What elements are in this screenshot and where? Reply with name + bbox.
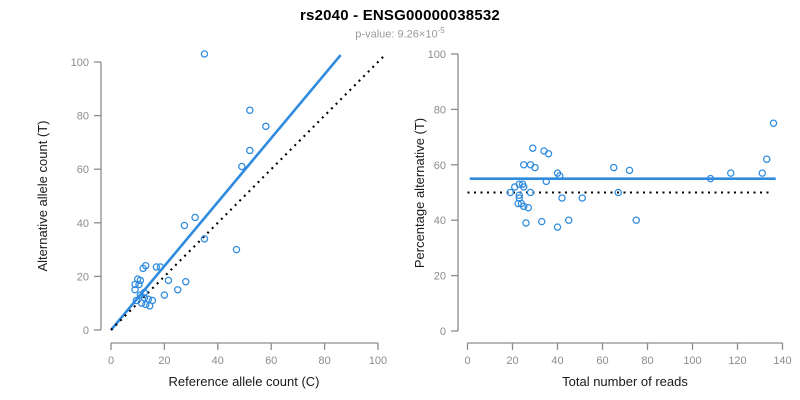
x-tick-label: 100 — [369, 355, 387, 367]
p-value-subtitle: p-value: 9.26×10-5 — [0, 26, 800, 41]
data-point — [160, 291, 169, 299]
identity-line — [110, 53, 387, 331]
data-point — [131, 280, 139, 289]
data-point — [553, 223, 562, 231]
y-tick-label: 100 — [71, 57, 89, 69]
data-point — [520, 202, 528, 211]
data-point — [515, 191, 523, 199]
data-point — [706, 174, 715, 183]
data-point — [529, 144, 537, 152]
data-point — [727, 169, 735, 177]
data-point — [544, 149, 553, 158]
y-tick-label: 40 — [77, 218, 89, 230]
data-point — [625, 166, 634, 175]
data-point — [137, 299, 146, 307]
data-point — [131, 286, 139, 294]
data-point — [141, 300, 150, 309]
data-point — [526, 188, 535, 197]
x-tick-label: 20 — [506, 355, 518, 367]
data-point — [180, 221, 189, 230]
x-tick-label: 40 — [212, 355, 224, 367]
p-value-exponent: -5 — [437, 26, 445, 35]
left-y-axis-label: Alternative allele count (T) — [35, 120, 50, 271]
y-tick-label: 20 — [77, 271, 89, 283]
x-tick-label: 60 — [265, 355, 277, 367]
data-point — [136, 276, 145, 285]
data-point — [232, 245, 241, 254]
data-point — [238, 162, 246, 171]
right-x-axis-label: Total number of reads — [562, 374, 688, 389]
data-point — [200, 50, 209, 58]
data-point — [558, 194, 566, 202]
y-tick-label: 80 — [434, 104, 446, 116]
data-point — [145, 302, 154, 310]
data-point — [191, 213, 199, 222]
data-point — [514, 199, 522, 208]
data-point — [520, 161, 528, 169]
data-point — [135, 280, 143, 289]
data-point — [610, 163, 618, 172]
data-point — [152, 263, 161, 271]
right-scatter-plot: 0 20 40 60 80 100 0 20 40 60 80 100 120 140 — [428, 49, 792, 367]
y-tick-label: 40 — [434, 215, 446, 227]
x-tick-label: 100 — [683, 355, 701, 367]
data-point — [758, 169, 766, 177]
left-scatter-plot: 0 20 40 60 80 100 0 20 40 60 80 100 — [71, 50, 387, 367]
right-y-axis-label: Percentage alternative (T) — [412, 118, 427, 268]
x-tick-label: 20 — [158, 355, 170, 367]
data-point — [156, 263, 165, 271]
data-point — [182, 278, 190, 286]
y-tick-label: 60 — [434, 160, 446, 172]
x-tick-label: 80 — [641, 355, 653, 367]
y-tick-label: 0 — [83, 325, 89, 337]
data-point — [632, 216, 640, 224]
data-point — [769, 119, 778, 127]
p-value-mantissa: p-value: 9.26×10 — [355, 28, 438, 41]
data-point — [565, 216, 573, 224]
data-point — [522, 219, 530, 227]
x-tick-label: 80 — [318, 355, 330, 367]
left-x-axis-label: Reference allele count (C) — [168, 374, 319, 389]
regression-line — [110, 54, 342, 331]
data-point — [164, 276, 173, 285]
data-point — [520, 183, 528, 191]
y-tick-label: 60 — [77, 164, 89, 176]
y-tick-label: 80 — [77, 111, 89, 123]
data-point — [614, 188, 622, 197]
data-point — [200, 235, 209, 243]
x-tick-label: 0 — [464, 355, 470, 367]
x-tick-label: 60 — [596, 355, 608, 367]
y-tick-label: 20 — [434, 271, 446, 283]
data-point — [174, 286, 182, 294]
chart-title: rs2040 - ENSG00000038532 — [300, 7, 500, 24]
x-tick-label: 0 — [108, 355, 114, 367]
data-point — [246, 106, 254, 114]
data-point — [578, 194, 586, 202]
data-point — [763, 155, 771, 163]
x-tick-label: 140 — [773, 355, 791, 367]
y-tick-label: 100 — [428, 49, 446, 61]
data-point — [531, 163, 539, 172]
data-point — [542, 177, 550, 186]
data-point — [262, 122, 270, 131]
data-point — [506, 188, 514, 197]
data-point — [139, 264, 147, 273]
data-point — [556, 172, 564, 180]
x-tick-label: 40 — [551, 355, 563, 367]
data-point — [524, 204, 532, 212]
data-point — [246, 146, 254, 155]
x-tick-label: 120 — [728, 355, 746, 367]
y-tick-label: 0 — [440, 326, 446, 338]
data-point — [538, 217, 546, 226]
